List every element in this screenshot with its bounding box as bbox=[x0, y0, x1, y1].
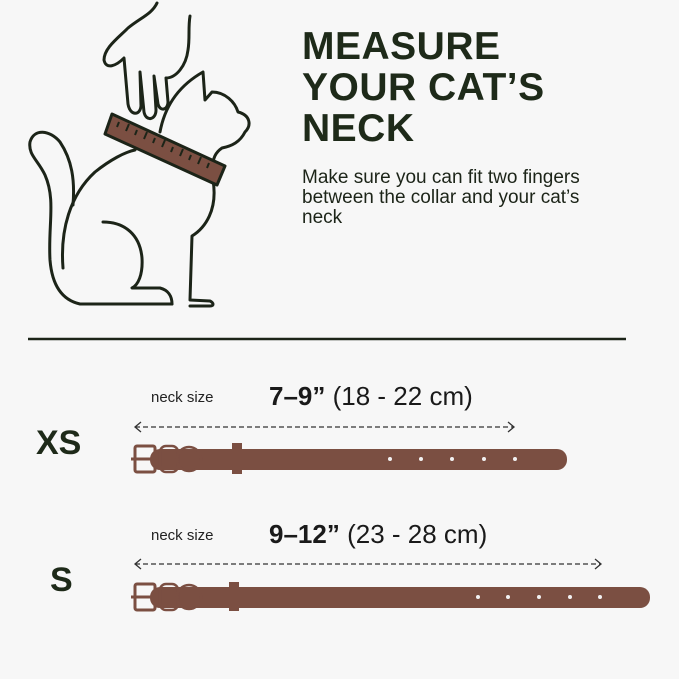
s-collar-icon bbox=[131, 582, 650, 612]
page-title: MEASURE YOUR CAT’S NECK bbox=[302, 26, 545, 149]
xs-measurement: 7–9” (18 - 22 cm) bbox=[269, 381, 473, 412]
cat-outline-icon bbox=[28, 70, 251, 308]
s-measurement: 9–12” (23 - 28 cm) bbox=[269, 519, 487, 550]
size-label-xs: XS bbox=[36, 424, 82, 462]
instruction-text: Make sure you can fit two fingers betwee… bbox=[302, 167, 580, 228]
neck-size-label: neck size bbox=[151, 389, 214, 406]
title-line: MEASURE bbox=[302, 25, 501, 68]
neck-size-label: neck size bbox=[151, 527, 214, 544]
hand-icon bbox=[102, 1, 192, 120]
cm: (18 - 22 cm) bbox=[332, 381, 473, 411]
inches: 9–12” bbox=[269, 519, 340, 549]
cm: (23 - 28 cm) bbox=[347, 519, 488, 549]
measuring-tape-icon bbox=[103, 112, 227, 187]
inches: 7–9” bbox=[269, 381, 326, 411]
xs-collar-icon bbox=[131, 443, 567, 474]
size-label-s: S bbox=[50, 561, 73, 599]
xs-arrow bbox=[133, 421, 516, 433]
s-arrow bbox=[133, 558, 603, 570]
title-line: NECK bbox=[302, 107, 415, 150]
title-line: YOUR CAT’S bbox=[302, 66, 545, 109]
